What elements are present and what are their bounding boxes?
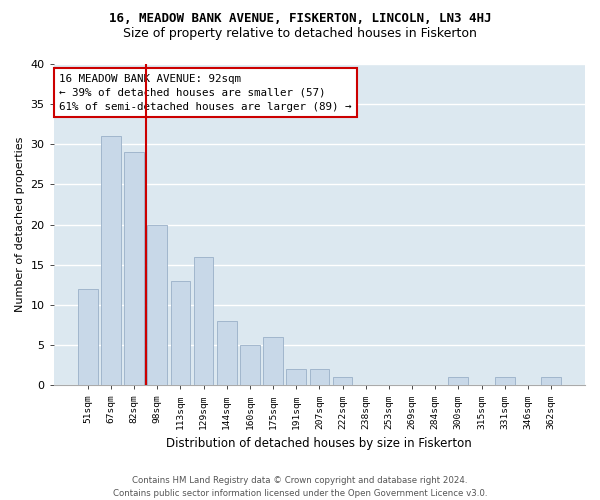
Bar (310, 369, 329, 385)
Text: Size of property relative to detached houses in Fiskerton: Size of property relative to detached ho… (123, 28, 477, 40)
Text: Contains HM Land Registry data © Crown copyright and database right 2024.
Contai: Contains HM Land Registry data © Crown c… (113, 476, 487, 498)
Bar (217, 321, 236, 385)
Text: 16, MEADOW BANK AVENUE, FISKERTON, LINCOLN, LN3 4HJ: 16, MEADOW BANK AVENUE, FISKERTON, LINCO… (109, 12, 491, 26)
Bar (194, 256, 214, 385)
Bar (101, 136, 121, 385)
Bar (448, 377, 468, 385)
Bar (286, 369, 306, 385)
Bar (541, 377, 561, 385)
Bar (332, 377, 352, 385)
Bar (495, 377, 515, 385)
Y-axis label: Number of detached properties: Number of detached properties (15, 137, 25, 312)
Bar (148, 224, 167, 385)
X-axis label: Distribution of detached houses by size in Fiskerton: Distribution of detached houses by size … (166, 437, 472, 450)
Bar (263, 337, 283, 385)
Bar (170, 281, 190, 385)
Bar (240, 345, 260, 385)
Text: 16 MEADOW BANK AVENUE: 92sqm
← 39% of detached houses are smaller (57)
61% of se: 16 MEADOW BANK AVENUE: 92sqm ← 39% of de… (59, 74, 352, 112)
Bar (124, 152, 144, 385)
Bar (78, 289, 98, 385)
